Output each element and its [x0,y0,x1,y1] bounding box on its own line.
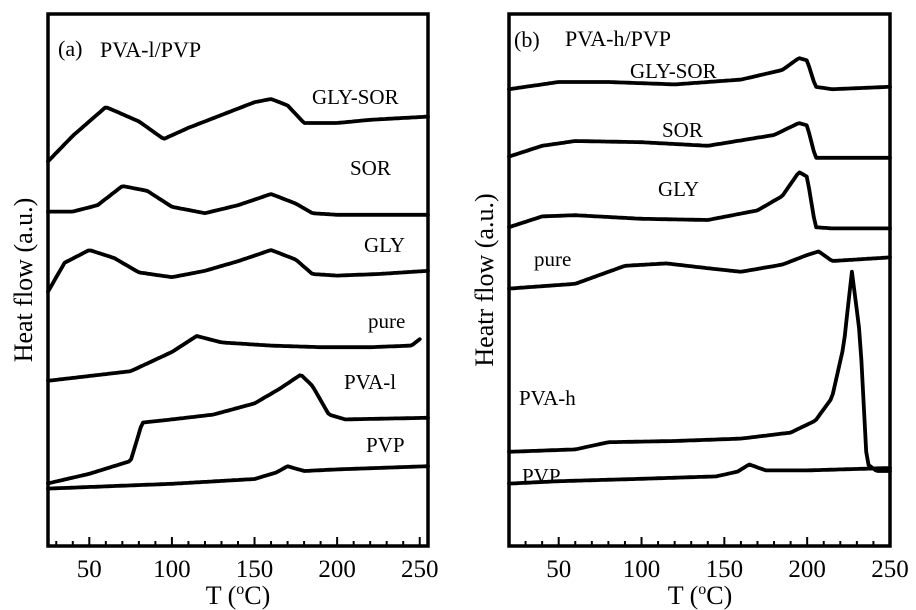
curve-b-gly [507,170,892,231]
curve-label-b-pure: pure [534,247,571,271]
panel-b-title: PVA-h/PVP [565,26,671,51]
x-tick-label: 200 [318,556,356,583]
curve-label-a-gly-sor: GLY-SOR [312,85,399,109]
curve-label-a-gly: GLY [364,233,405,257]
panel-b-curves [507,56,892,486]
panel-a-curves [46,97,430,491]
x-tick-label: 100 [623,556,661,583]
x-tick-label: 200 [788,556,826,583]
curve-label-b-pvp: PVP [522,464,561,488]
curve-b-pva-h [507,269,892,473]
x-tick-label: 50 [77,556,102,583]
panel-a-title: PVA-l/PVP [100,37,201,62]
curve-b-sor [507,121,892,160]
curve-a-gly-sor [46,97,430,164]
curve-b-pure [507,249,892,291]
x-tick-label: 50 [546,556,571,583]
curve-a-pva-l [46,373,430,486]
panel-b: (b) PVA-h/PVP GLY-SOR SOR GLY pure PVA-h… [470,12,909,610]
curve-label-b-gly: GLY [658,177,699,201]
panel-a-label: (a) [58,36,82,61]
curve-label-a-pure: pure [368,309,405,333]
x-tick-label: 150 [236,556,274,583]
x-tick-label: 250 [401,556,439,583]
x-tick-label: 150 [706,556,744,583]
curve-label-a-pvp: PVP [366,433,405,457]
panel-a-x-ticks: 50 100 150 200 250 [55,537,439,583]
panel-a-x-axis-title: T (oC) [206,581,271,610]
panel-a-y-axis-title: Heat flow (a.u.) [9,198,38,363]
panel-b-label: (b) [514,27,540,52]
panel-b-y-axis-title: Heatr flow (a.u.) [470,193,499,366]
curve-a-pvp [46,464,430,491]
curve-label-b-sor: SOR [662,118,703,142]
curve-label-b-gly-sor: GLY-SOR [630,59,717,83]
curve-b-pvp [507,462,892,486]
curve-a-gly [46,248,430,294]
curve-label-b-pva-h: PVA-h [519,386,576,410]
panel-b-frame [507,12,892,548]
curve-a-pure [46,334,422,383]
x-tick-label: 100 [153,556,191,583]
panel-b-x-axis-title: T (oC) [668,581,733,610]
curve-label-a-sor: SOR [350,156,391,180]
panel-a: (a) PVA-l/PVP GLY-SOR SOR GLY pure PVA-l… [9,12,439,610]
curve-label-a-pva-l: PVA-l [344,370,396,394]
curve-b-gly-sor [507,56,892,92]
curve-a-sor [46,184,430,217]
x-tick-label: 250 [871,556,909,583]
panel-b-x-ticks: 50 100 150 200 250 [508,537,909,583]
